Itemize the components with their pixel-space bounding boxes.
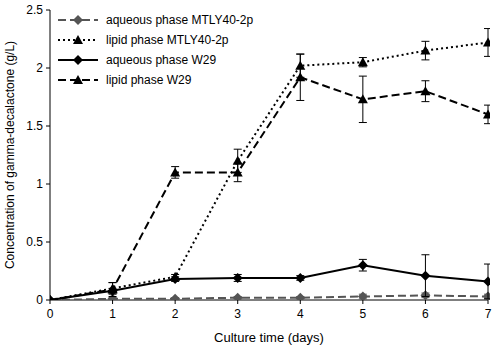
- x-tick: [50, 300, 51, 304]
- series-line: [50, 77, 488, 300]
- y-tick-label: 0.5: [26, 235, 43, 249]
- x-tick-label: 7: [485, 307, 492, 321]
- point: [170, 167, 180, 176]
- y-tick-label: 2.5: [26, 3, 43, 17]
- x-axis-label: Culture time (days): [214, 330, 324, 345]
- y-tick: [46, 300, 50, 301]
- point: [483, 37, 490, 46]
- y-axis: [50, 10, 51, 300]
- y-tick: [46, 126, 50, 127]
- point: [233, 293, 243, 300]
- legend: aqueous phase MTLY40-2p lipid phase MTLY4…: [58, 13, 254, 87]
- y-tick-label: 1: [36, 177, 43, 191]
- x-tick: [488, 300, 489, 304]
- series: [50, 29, 490, 300]
- point: [358, 260, 368, 270]
- x-tick: [237, 300, 238, 304]
- point: [420, 46, 430, 55]
- error-bar: [484, 264, 490, 299]
- x-tick-label: 3: [234, 307, 241, 321]
- point: [295, 273, 305, 283]
- y-axis-label: Concentration of gamma-decalactone (g/L): [3, 41, 17, 269]
- y-tick: [46, 10, 50, 11]
- series: [50, 255, 490, 300]
- point: [483, 276, 490, 286]
- y-tick: [46, 184, 50, 185]
- error-bar: [421, 255, 429, 297]
- x-tick: [425, 300, 426, 304]
- x-tick: [362, 300, 363, 304]
- point: [170, 274, 180, 284]
- x-tick-label: 6: [422, 307, 429, 321]
- point: [420, 271, 430, 281]
- error-bar: [171, 167, 179, 179]
- x-tick-label: 5: [360, 307, 367, 321]
- legend-label: aqueous phase MTLY40-2p: [106, 13, 254, 27]
- y-tick-label: 1.5: [26, 119, 43, 133]
- error-bar: [359, 76, 367, 122]
- series-line: [50, 265, 488, 300]
- legend-marker: [73, 75, 83, 84]
- error-bar: [234, 163, 242, 182]
- y-tick: [46, 242, 50, 243]
- error-bar: [359, 259, 367, 271]
- y-tick-label: 0: [36, 293, 43, 307]
- legend-marker: [73, 35, 83, 44]
- x-tick-label: 4: [297, 307, 304, 321]
- point: [420, 86, 430, 95]
- x-tick-label: 0: [47, 307, 54, 321]
- point: [358, 57, 368, 66]
- legend-label: lipid phase MTLY40-2p: [106, 33, 229, 47]
- point: [108, 285, 118, 294]
- error-bar: [484, 105, 490, 124]
- legend-label: aqueous phase W29: [106, 53, 216, 67]
- x-tick: [300, 300, 301, 304]
- series-line: [50, 42, 488, 300]
- error-bar: [421, 41, 429, 60]
- y-tick-label: 2: [36, 61, 43, 75]
- series: [50, 54, 490, 300]
- error-bar: [296, 54, 304, 100]
- error-bar: [421, 81, 429, 102]
- chart: 0 0.5 1 1.5 2 2.5 0 1 2 3 4 5 6 7 Culture time (days) C…: [0, 0, 500, 353]
- x-tick-label: 1: [109, 307, 116, 321]
- error-bar: [484, 29, 490, 57]
- error-bar: [359, 58, 367, 67]
- plot-marks: [50, 29, 490, 300]
- legend-marker: [73, 55, 83, 65]
- point: [358, 94, 368, 103]
- point: [50, 295, 55, 300]
- legend-label: lipid phase W29: [106, 73, 192, 87]
- point: [170, 294, 180, 300]
- error-bar: [109, 283, 117, 297]
- point: [295, 72, 305, 81]
- point: [295, 293, 305, 300]
- x-tick: [112, 300, 113, 304]
- point: [358, 292, 368, 300]
- x-tick: [175, 300, 176, 304]
- x-tick-label: 2: [172, 307, 179, 321]
- legend-marker: [73, 15, 83, 25]
- point: [483, 109, 490, 118]
- y-tick: [46, 68, 50, 69]
- point: [233, 273, 243, 283]
- point: [233, 167, 243, 176]
